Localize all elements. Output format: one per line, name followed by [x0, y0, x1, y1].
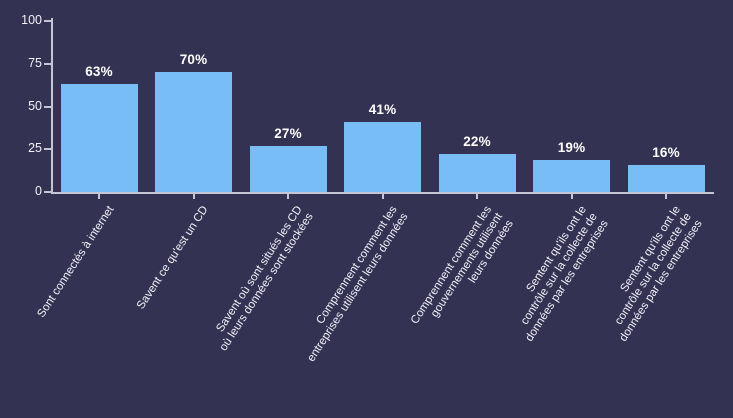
y-tick-label: 50	[28, 98, 42, 113]
x-tick	[192, 194, 195, 199]
category-label: Sont connectés à internet	[35, 204, 117, 320]
y-tick-label: 75	[28, 55, 42, 70]
category-label-line: Sont connectés à internet	[34, 204, 117, 320]
y-tick-label: 25	[28, 141, 42, 156]
category-label: Sentent qu'ils ont le contrôle sur la col…	[501, 204, 611, 344]
category-label-line: contrôle sur la collecte de	[612, 211, 694, 327]
x-tick	[570, 194, 573, 199]
y-tick	[44, 105, 51, 108]
category-label-line: contrôle sur la collecte de	[518, 211, 600, 327]
x-tick	[381, 194, 384, 199]
category-label-line: où leurs données sont stockées	[217, 211, 316, 354]
bar	[249, 145, 327, 192]
y-tick	[44, 148, 51, 151]
category-label: Comprennent comment les gouvernements uti…	[409, 204, 517, 341]
y-axis-line	[51, 18, 53, 194]
bar	[533, 159, 610, 192]
y-tick	[44, 20, 51, 22]
y-tick	[44, 191, 51, 193]
category-label: Comprennent comment les entreprises utili…	[294, 204, 411, 365]
bar-value-label: 70%	[179, 52, 208, 68]
category-label: Savent où sont situés les CD où leurs don…	[207, 204, 317, 354]
y-tick-label: 100	[21, 13, 42, 27]
x-tick	[665, 194, 667, 199]
x-tick	[476, 194, 478, 199]
bar	[627, 164, 705, 192]
category-label-line: entreprises utilisent leurs données	[305, 211, 411, 364]
bar	[344, 121, 421, 192]
bar-value-label: 19%	[557, 139, 586, 155]
category-label: Sentent qu'ils ont le contrôle sur la col…	[596, 204, 706, 344]
bar-value-label: 22%	[463, 134, 491, 150]
bar-value-label: 27%	[274, 125, 302, 141]
y-tick	[44, 62, 51, 65]
category-label-line: gouvernements utilisent	[428, 211, 505, 320]
bar	[155, 72, 232, 192]
x-tick	[287, 194, 289, 199]
y-tick-label: 0	[35, 184, 42, 198]
x-tick	[98, 194, 100, 199]
bar	[60, 84, 138, 192]
bar-value-label: 16%	[652, 144, 680, 160]
category-label-line: Savent où sont situés les CD	[214, 204, 306, 335]
x-axis-line	[51, 192, 714, 194]
bar	[438, 154, 516, 192]
category-label: Savent ce qu'est un CD	[135, 204, 212, 312]
bar-value-label: 63%	[85, 64, 113, 80]
category-label-line: Savent ce qu'est un CD	[134, 204, 211, 312]
bar-value-label: 41%	[368, 101, 397, 117]
